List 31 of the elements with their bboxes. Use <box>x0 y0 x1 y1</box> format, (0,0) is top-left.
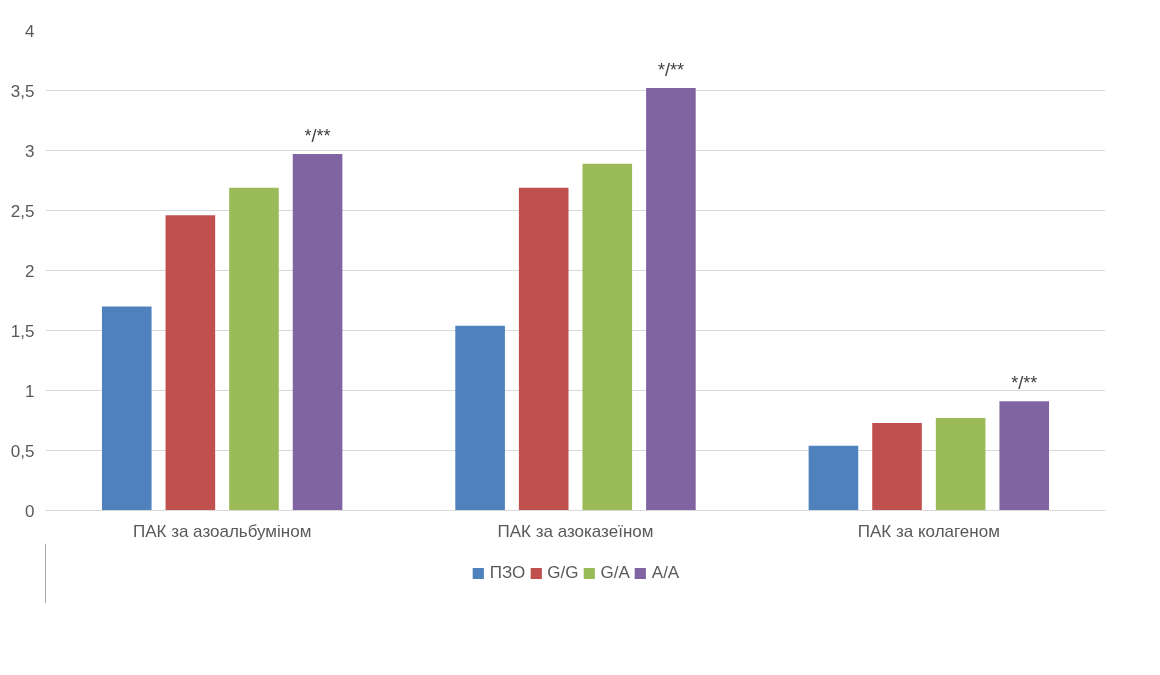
bar <box>101 306 152 511</box>
bar <box>808 445 859 511</box>
bar <box>872 422 922 511</box>
y-tick-label: 2,5 <box>10 201 35 221</box>
bar <box>999 401 1050 511</box>
legend-label: G/A <box>600 563 630 583</box>
y-tick-label: 3 <box>25 141 35 161</box>
legend-label: A/A <box>651 563 680 583</box>
annotation: */** <box>1011 373 1038 394</box>
x-tick-label: ПАК за колагеном <box>857 521 1000 541</box>
y-tick-label: 0,5 <box>10 441 35 461</box>
x-tick-label: ПАК за азоальбуміном <box>132 521 312 541</box>
bar <box>518 187 569 511</box>
y-tick-label: 4 <box>25 21 35 41</box>
bar <box>582 163 633 511</box>
bar <box>646 88 696 511</box>
bar <box>165 215 216 511</box>
y-tick-label: 1,5 <box>10 321 35 341</box>
y-tick-label: 2 <box>25 261 35 281</box>
y-tick-label: 1 <box>25 381 35 401</box>
annotation: */** <box>304 126 331 147</box>
bar <box>455 325 505 511</box>
bar <box>935 418 986 511</box>
bar <box>229 187 279 511</box>
y-tick-label: 3,5 <box>10 81 35 101</box>
annotation: */** <box>657 60 684 81</box>
x-tick-label: ПАК за азоказеїном <box>497 521 654 541</box>
legend-label: ПЗО <box>489 563 526 583</box>
legend-label: G/G <box>547 563 579 583</box>
bar <box>292 154 343 511</box>
y-tick-label: 0 <box>25 501 35 521</box>
